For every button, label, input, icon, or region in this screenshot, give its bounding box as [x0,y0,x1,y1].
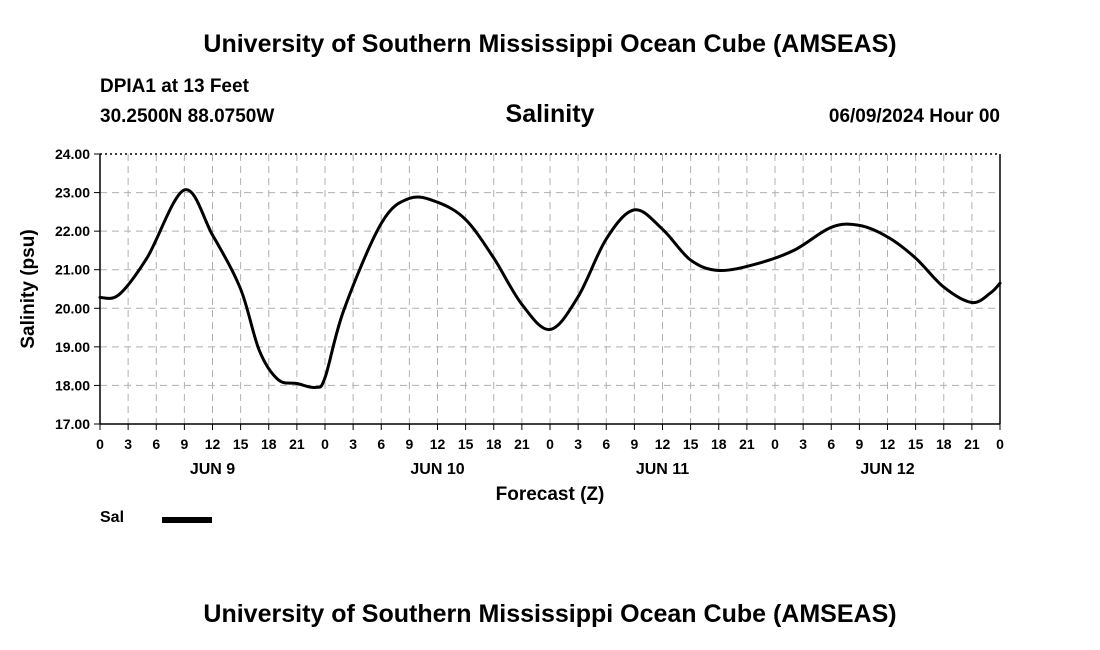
x-tick-label: 21 [739,436,755,452]
x-tick-label: 0 [546,436,554,452]
x-tick-label: 18 [486,436,502,452]
forecast-datetime: 06/09/2024 Hour 00 [828,106,1000,127]
x-tick-label: 3 [124,436,132,452]
x-tick-label: 6 [827,436,835,452]
x-tick-label: 15 [908,436,924,452]
x-tick-label: 18 [711,436,727,452]
x-tick-label: 6 [152,436,160,452]
y-tick-label: 24.00 [55,146,90,162]
y-tick-label: 23.00 [55,185,90,201]
x-tick-label: 0 [771,436,779,452]
x-tick-label: 9 [630,436,638,452]
y-tick-label: 17.00 [55,416,90,432]
x-tick-label: 3 [799,436,807,452]
series-line-sal [98,188,1002,390]
x-tick-label: 12 [430,436,446,452]
x-tick-label: 0 [321,436,329,452]
chart-main-title: University of Southern Mississippi Ocean… [203,30,897,58]
x-day-label: JUN 11 [636,461,689,478]
x-tick-label: 18 [936,436,952,452]
chart-footer-title: University of Southern Mississippi Ocean… [203,600,897,628]
x-axis-title: Forecast (Z) [496,484,605,505]
x-tick-label: 9 [180,436,188,452]
x-tick-label: 21 [289,436,305,452]
parameter-title: Salinity [505,100,595,128]
x-tick-label: 21 [964,436,980,452]
x-tick-label: 12 [205,436,221,452]
y-tick-label: 20.00 [55,300,90,316]
y-tick-label: 18.00 [55,377,90,393]
x-tick-label: 3 [349,436,357,452]
x-tick-label: 21 [514,436,530,452]
x-tick-label: 15 [683,436,699,452]
x-day-label: JUN 12 [860,461,914,478]
y-axis-title: Salinity (psu) [18,229,39,348]
station-coordinates: 30.2500N 88.0750W [100,106,275,127]
x-tick-label: 9 [405,436,413,452]
x-tick-label: 15 [458,436,474,452]
x-tick-label: 0 [96,436,104,452]
x-day-label: JUN 9 [190,461,235,478]
x-tick-label: 0 [996,436,1004,452]
x-day-label: JUN 10 [410,461,464,478]
x-tick-label: 6 [602,436,610,452]
x-tick-label: 6 [377,436,385,452]
x-tick-label: 3 [574,436,582,452]
y-tick-label: 21.00 [55,262,90,278]
x-tick-label: 12 [880,436,896,452]
x-tick-label: 12 [655,436,671,452]
x-tick-label: 9 [855,436,863,452]
y-tick-label: 22.00 [55,223,90,239]
station-label: DPIA1 at 13 Feet [100,76,249,97]
legend-label-sal: Sal [100,509,125,526]
legend-swatch-sal [162,517,212,523]
y-tick-label: 19.00 [55,339,90,355]
x-tick-label: 15 [233,436,249,452]
x-tick-label: 18 [261,436,277,452]
